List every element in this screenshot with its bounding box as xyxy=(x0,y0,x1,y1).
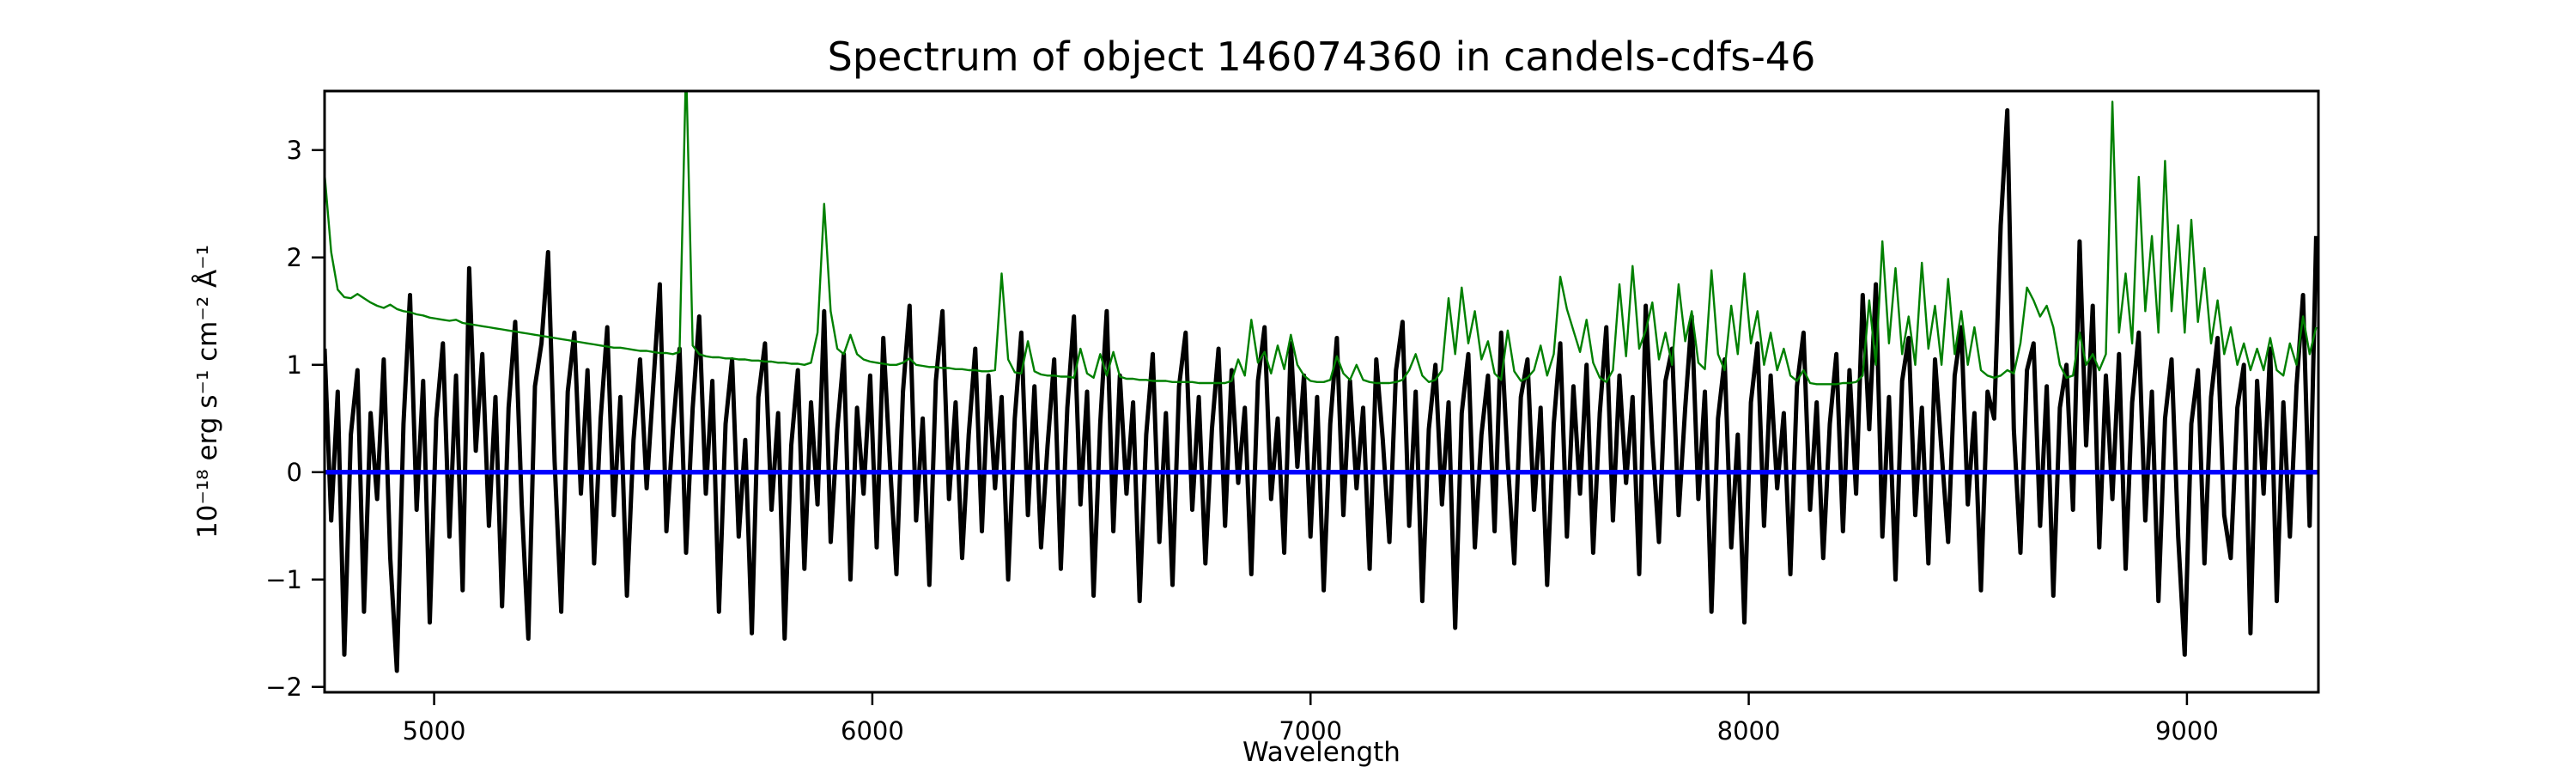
y-tick-label: 3 xyxy=(287,136,302,165)
y-tick-label: 1 xyxy=(287,350,302,380)
x-axis-label: Wavelength xyxy=(1242,737,1400,768)
y-tick-label: −1 xyxy=(265,565,302,594)
y-tick-label: 2 xyxy=(287,243,302,272)
axes-frame xyxy=(323,89,2320,694)
y-axis-ticks: −2 −1 0 1 2 3 xyxy=(265,136,325,702)
flux-spectrum-line xyxy=(325,108,2318,673)
x-tick-label: 6000 xyxy=(841,716,904,746)
y-axis-label: 10⁻¹⁸ erg s⁻¹ cm⁻² Å⁻¹ xyxy=(192,245,223,539)
noise-sky-spectrum-line xyxy=(325,91,2318,386)
plot-title: Spectrum of object 146074360 in candels-… xyxy=(828,33,1816,80)
x-axis-ticks: 5000 6000 7000 8000 9000 xyxy=(403,692,2219,746)
x-tick-label: 9000 xyxy=(2155,716,2219,746)
x-tick-label: 5000 xyxy=(403,716,466,746)
x-tick-label: 8000 xyxy=(1717,716,1781,746)
y-tick-label: 0 xyxy=(287,458,302,487)
plot-series-group xyxy=(325,91,2318,673)
y-tick-label: −2 xyxy=(265,673,302,702)
x-tick-label: 7000 xyxy=(1279,716,1342,746)
